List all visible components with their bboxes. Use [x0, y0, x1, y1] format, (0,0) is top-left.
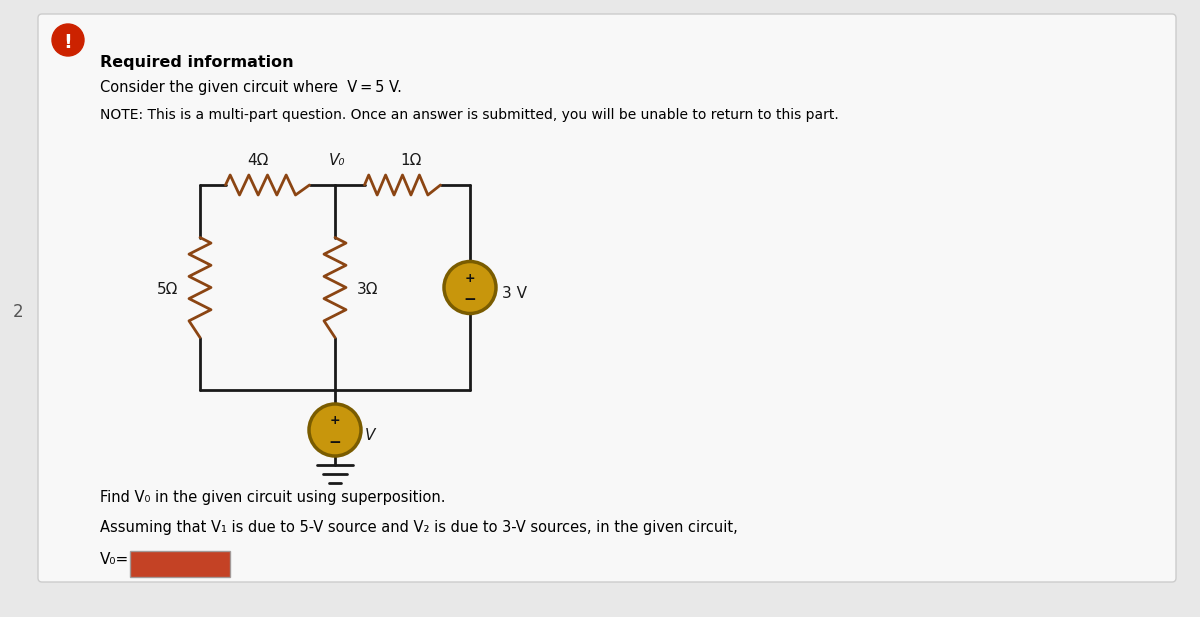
FancyBboxPatch shape: [38, 14, 1176, 582]
Text: 3Ω: 3Ω: [358, 281, 378, 297]
Circle shape: [310, 404, 361, 456]
Text: 3 V: 3 V: [502, 286, 527, 300]
Text: +: +: [330, 414, 341, 427]
Text: V₀: V₀: [329, 153, 346, 168]
Text: Find V₀ in the given circuit using superposition.: Find V₀ in the given circuit using super…: [100, 490, 445, 505]
Circle shape: [52, 24, 84, 56]
Circle shape: [444, 262, 496, 313]
Text: Consider the given circuit where  V = 5 V.: Consider the given circuit where V = 5 V…: [100, 80, 402, 95]
Text: V: V: [365, 428, 376, 443]
Text: 1Ω: 1Ω: [400, 153, 421, 168]
Bar: [130, 551, 230, 577]
Text: 5Ω: 5Ω: [157, 281, 178, 297]
Text: NOTE: This is a multi-part question. Once an answer is submitted, you will be un: NOTE: This is a multi-part question. Onc…: [100, 108, 839, 122]
Text: +: +: [464, 271, 475, 284]
Text: V₀=: V₀=: [100, 552, 130, 567]
Text: 2: 2: [13, 303, 23, 321]
Text: Assuming that V₁ is due to 5-V source and V₂ is due to 3-V sources, in the given: Assuming that V₁ is due to 5-V source an…: [100, 520, 738, 535]
Text: 4Ω: 4Ω: [247, 153, 268, 168]
Text: !: !: [64, 33, 72, 51]
Text: Required information: Required information: [100, 55, 294, 70]
Text: −: −: [463, 292, 476, 307]
Text: −: −: [329, 435, 341, 450]
